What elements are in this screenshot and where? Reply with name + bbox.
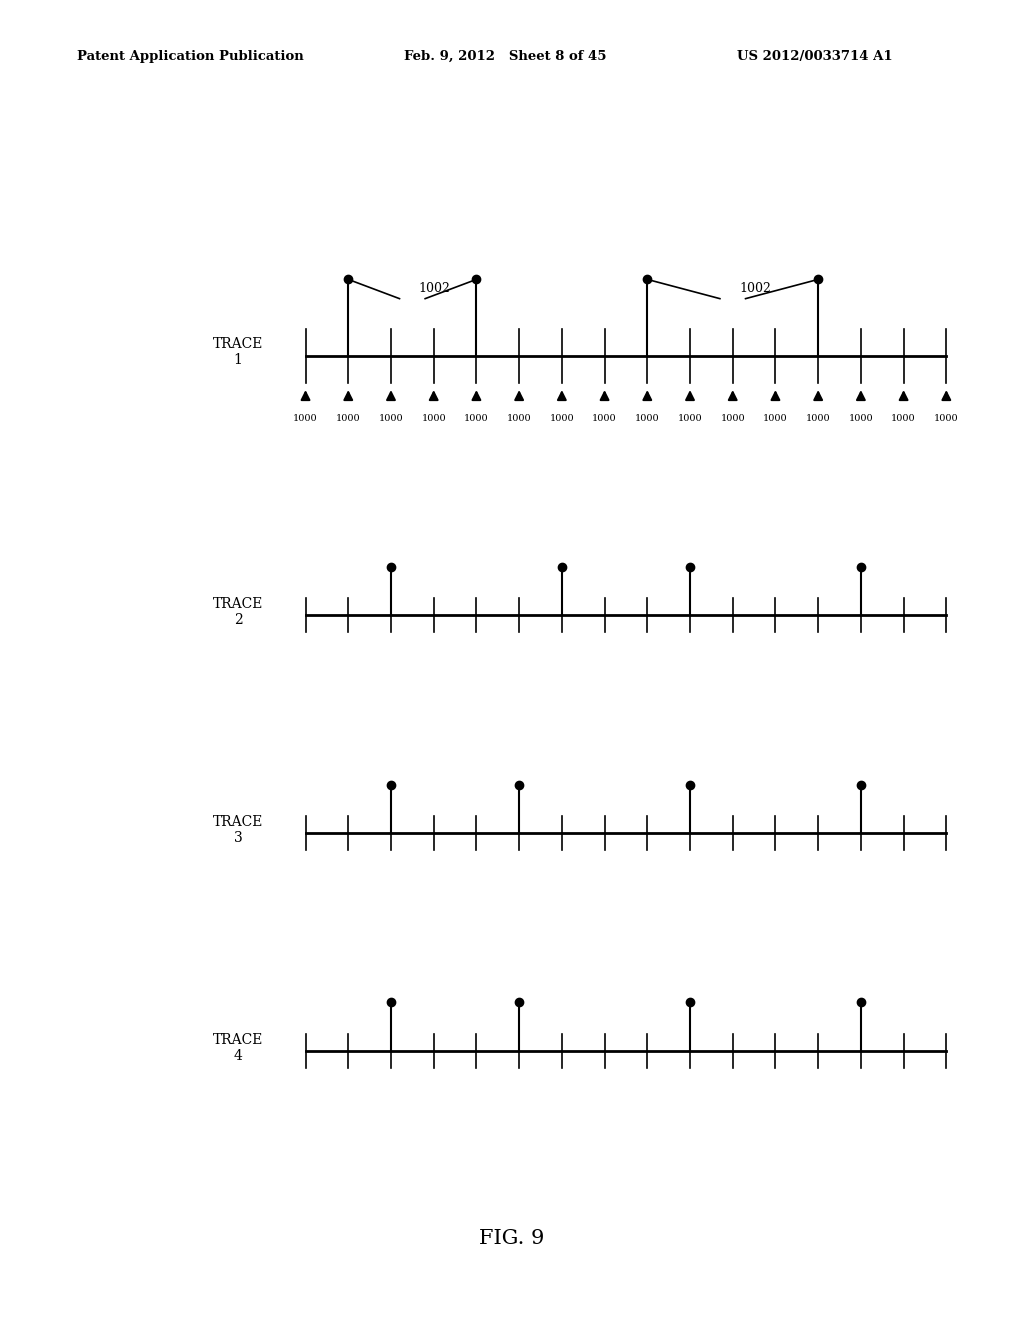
Text: TRACE
2: TRACE 2 (213, 597, 263, 627)
Text: TRACE
1: TRACE 1 (213, 337, 263, 367)
Text: 1000: 1000 (806, 414, 830, 424)
Text: 1002: 1002 (739, 281, 771, 294)
Text: Patent Application Publication: Patent Application Publication (77, 50, 303, 63)
Text: 1000: 1000 (678, 414, 702, 424)
Text: 1000: 1000 (422, 414, 446, 424)
Text: 1000: 1000 (507, 414, 531, 424)
Text: 1000: 1000 (293, 414, 317, 424)
Text: 1000: 1000 (550, 414, 574, 424)
Text: TRACE
4: TRACE 4 (213, 1032, 263, 1063)
Text: 1002: 1002 (419, 281, 451, 294)
Text: 1000: 1000 (849, 414, 873, 424)
Text: 1000: 1000 (721, 414, 745, 424)
Text: 1000: 1000 (891, 414, 915, 424)
Text: FIG. 9: FIG. 9 (479, 1229, 545, 1247)
Text: 1000: 1000 (336, 414, 360, 424)
Text: TRACE
3: TRACE 3 (213, 814, 263, 845)
Text: 1000: 1000 (379, 414, 403, 424)
Text: Feb. 9, 2012   Sheet 8 of 45: Feb. 9, 2012 Sheet 8 of 45 (404, 50, 607, 63)
Text: 1000: 1000 (592, 414, 616, 424)
Text: 1000: 1000 (763, 414, 787, 424)
Text: 1000: 1000 (464, 414, 488, 424)
Text: 1000: 1000 (934, 414, 958, 424)
Text: US 2012/0033714 A1: US 2012/0033714 A1 (737, 50, 893, 63)
Text: 1000: 1000 (635, 414, 659, 424)
